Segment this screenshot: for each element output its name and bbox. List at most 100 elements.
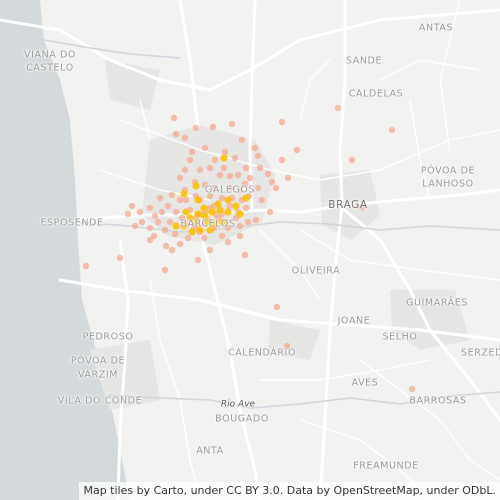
density-point <box>201 144 209 152</box>
density-point <box>206 246 214 254</box>
density-point <box>388 126 396 134</box>
density-point <box>164 202 172 210</box>
density-point <box>181 166 189 174</box>
density-point-high <box>208 208 216 216</box>
density-point <box>221 148 229 156</box>
density-point <box>242 164 250 172</box>
place-label-aves: AVES <box>351 377 379 389</box>
density-point <box>252 216 260 224</box>
density-point-high <box>196 226 204 234</box>
density-point <box>231 154 239 162</box>
density-point <box>246 174 254 182</box>
density-point-high <box>172 222 180 230</box>
density-point <box>146 224 154 232</box>
density-point-high <box>206 226 214 234</box>
density-point <box>234 171 242 179</box>
density-point <box>176 196 184 204</box>
density-point <box>241 251 249 259</box>
density-point-high <box>188 228 196 236</box>
place-label-barrosas: BARROSAS <box>409 395 467 407</box>
map-attribution[interactable]: Map tiles by Carto, under CC BY 3.0. Dat… <box>79 482 500 500</box>
place-label-freamunde: FREAMUNDE <box>353 460 419 472</box>
density-point <box>218 194 226 202</box>
density-point-high <box>201 212 209 220</box>
density-point <box>272 184 280 192</box>
density-point <box>168 246 176 254</box>
density-point-high <box>186 214 194 222</box>
place-label-sande: SANDE <box>345 55 383 67</box>
rivers <box>43 39 500 409</box>
density-point <box>176 174 184 182</box>
density-point <box>188 148 196 156</box>
density-point <box>201 181 209 189</box>
density-point <box>242 204 250 212</box>
density-point-high <box>194 196 202 204</box>
density-point <box>116 254 124 262</box>
density-point <box>210 184 218 192</box>
place-label-esposende: ESPOSENDE <box>40 217 104 229</box>
place-label-castelo: CASTELO <box>26 62 74 74</box>
density-point <box>172 130 180 138</box>
place-label-povoa-varzim-1: PÓVOA DE <box>70 355 126 367</box>
density-point-high <box>224 208 232 216</box>
density-point <box>200 234 208 242</box>
density-point <box>184 234 192 242</box>
place-label-povoa-lanhoso-1: PÓVOA DE <box>420 165 476 177</box>
density-point <box>172 208 180 216</box>
density-point-high <box>236 210 244 218</box>
place-label-caldelas: CALDELAS <box>348 88 404 100</box>
density-point <box>268 178 276 186</box>
density-point <box>236 186 244 194</box>
place-label-viana: VIANA DO <box>23 49 77 61</box>
density-point <box>224 224 232 232</box>
density-point <box>170 114 178 122</box>
density-point <box>150 232 158 240</box>
density-point <box>171 230 179 238</box>
place-label-povoa-varzim-2: VARZIM <box>77 369 119 381</box>
density-point <box>182 196 190 204</box>
density-point <box>218 232 226 240</box>
density-point <box>178 214 186 222</box>
density-point <box>224 238 232 246</box>
density-point-high <box>200 204 208 212</box>
density-point <box>334 104 342 112</box>
place-label-oliveira: OLIVEIRA <box>291 265 341 277</box>
density-point <box>283 342 291 350</box>
density-point <box>138 218 146 226</box>
density-point <box>293 146 301 154</box>
density-point-high <box>182 208 190 216</box>
density-point <box>251 144 259 152</box>
density-point <box>161 266 169 274</box>
place-label-serzedelo: SERZED <box>460 347 500 359</box>
density-point <box>220 164 228 172</box>
density-point <box>156 194 164 202</box>
density-point <box>146 204 154 212</box>
density-point <box>244 218 252 226</box>
density-point-high <box>224 196 232 204</box>
density-point <box>181 134 189 142</box>
density-point <box>176 240 184 248</box>
density-point <box>186 156 194 164</box>
place-label-povoa-lanhoso-2: LANHOSO <box>422 178 474 190</box>
density-point <box>154 218 162 226</box>
density-point <box>236 232 244 240</box>
density-point <box>206 164 214 172</box>
density-point-high <box>192 182 200 190</box>
density-point-high <box>194 210 202 218</box>
density-point <box>284 174 292 182</box>
density-point <box>128 202 136 210</box>
density-point <box>211 156 219 164</box>
place-label-galegos: GALEGOS <box>204 184 256 196</box>
density-point <box>216 171 224 179</box>
density-point <box>266 208 274 216</box>
density-point-high <box>202 218 210 226</box>
density-point <box>161 226 169 234</box>
density-point <box>258 196 266 204</box>
place-label-antas-s: ANTA <box>196 445 224 457</box>
density-point-high <box>180 190 188 198</box>
density-point-high <box>218 218 226 226</box>
density-point <box>136 208 144 216</box>
